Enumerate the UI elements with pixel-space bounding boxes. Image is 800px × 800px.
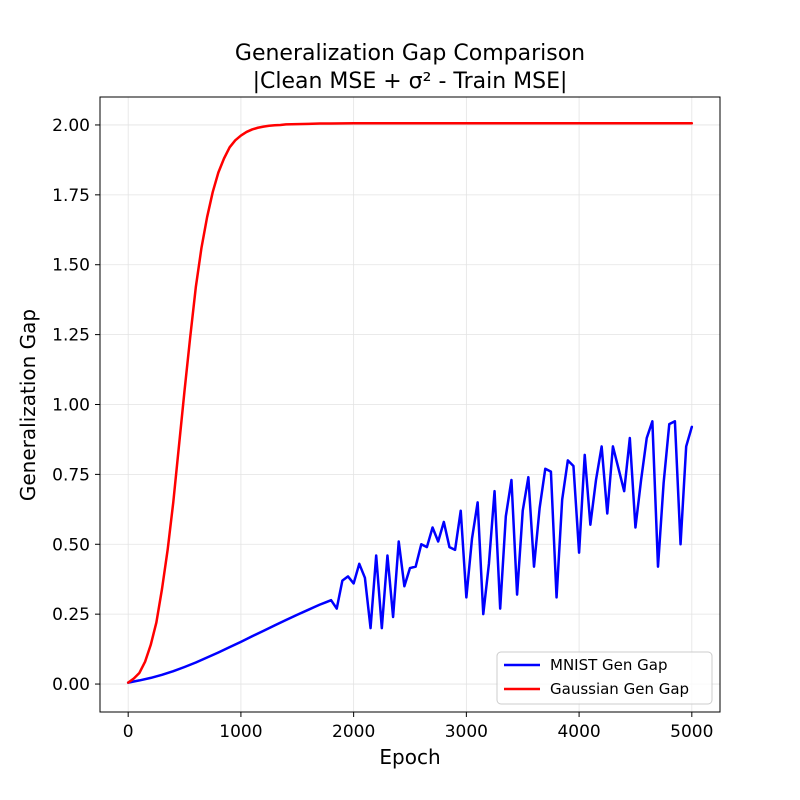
legend-box bbox=[496, 651, 713, 705]
grid-lines bbox=[100, 97, 720, 712]
series-line-mnist-gen-gap bbox=[126, 420, 694, 684]
y-tick-label: 1.00 bbox=[52, 396, 90, 416]
x-axis-label: Epoch bbox=[379, 745, 440, 769]
x-tick-label: 2000 bbox=[332, 722, 375, 742]
x-tick-label: 3000 bbox=[445, 722, 488, 742]
y-tick-label: 0.75 bbox=[52, 465, 90, 485]
x-tick-label: 0 bbox=[123, 722, 134, 742]
x-tick-label: 5000 bbox=[670, 722, 713, 742]
series-layer bbox=[126, 122, 694, 684]
x-tick-label: 1000 bbox=[219, 722, 262, 742]
y-tick-label: 1.75 bbox=[52, 186, 90, 206]
y-tick-label: 0.50 bbox=[52, 535, 90, 555]
y-tick-label: 0.25 bbox=[52, 605, 90, 625]
y-tick-label: 1.25 bbox=[52, 326, 90, 346]
y-axis-label: Generalization Gap bbox=[16, 309, 40, 501]
x-tick-label: 4000 bbox=[557, 722, 600, 742]
legend-label-mnist: MNIST Gen Gap bbox=[550, 656, 668, 674]
axis-ticks: 0 1000 2000 3000 4000 5000 0.00 0.25 0.50 0.75 1.0… bbox=[52, 116, 713, 742]
y-tick-label: 0.00 bbox=[52, 675, 90, 695]
y-tick-label: 1.50 bbox=[52, 256, 90, 276]
y-tick-label: 2.00 bbox=[52, 116, 90, 136]
chart-title-line-2: |Clean MSE + σ² - Train MSE| bbox=[253, 69, 568, 94]
series-line-gaussian-gen-gap bbox=[126, 122, 694, 684]
chart-title-line-1: Generalization Gap Comparison bbox=[235, 41, 585, 66]
legend: MNIST Gen Gap Gaussian Gen Gap bbox=[496, 651, 713, 705]
legend-label-gaussian: Gaussian Gen Gap bbox=[550, 680, 689, 698]
